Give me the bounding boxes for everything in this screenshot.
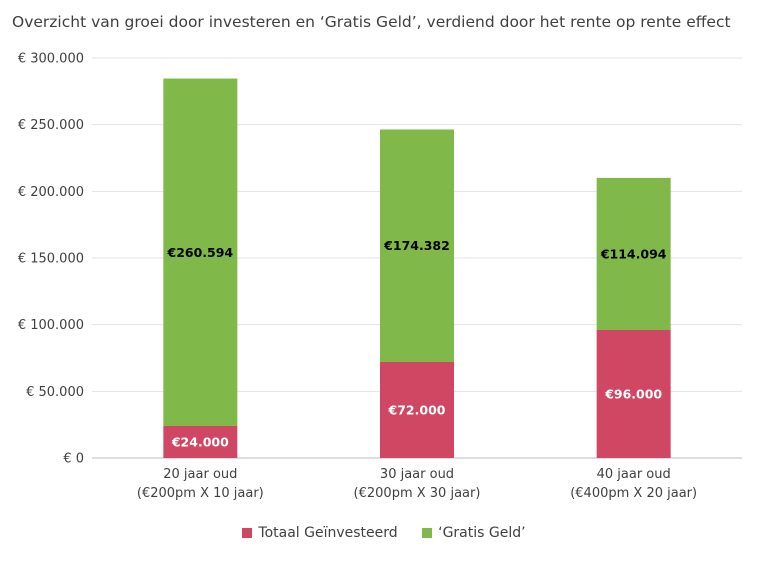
legend-label-free-money: ‘Gratis Geld’ [438,525,526,541]
bar-segment-invested [596,330,671,458]
y-tick-label: € 150.000 [18,252,84,267]
y-tick-label: € 0 [63,452,84,467]
bar-segment-invested [380,362,454,458]
x-category-label: (€400pm X 20 jaar) [570,486,697,501]
bar-segment-free-money [163,78,238,427]
y-tick-label: € 250.000 [18,118,84,133]
chart-title: Overzicht van groei door investeren en ‘… [12,13,731,31]
x-category-label: 20 jaar oud [163,467,237,482]
legend-swatch-invested [242,528,253,538]
y-tick-label: € 100.000 [18,318,84,333]
legend-swatch-free-money [422,528,433,538]
x-category-label: (€200pm X 10 jaar) [137,486,264,501]
x-category-label: 30 jaar oud [380,467,454,482]
legend: Totaal Geïnvesteerd ‘Gratis Geld’ [0,525,768,542]
legend-label-invested: Totaal Geïnvesteerd [258,525,398,541]
y-tick-label: € 50.000 [26,385,84,400]
data-label-invested: €72.000 [388,403,446,418]
bar-segment-free-money [380,129,454,362]
data-label-free-money: €260.594 [167,245,234,260]
data-label-invested: €96.000 [604,387,662,402]
data-label-free-money: €114.094 [600,246,667,261]
legend-item-free-money: ‘Gratis Geld’ [422,525,526,541]
bar-segment-free-money [596,177,671,330]
data-label-invested: €24.000 [171,435,229,450]
data-label-free-money: €174.382 [383,238,450,253]
bar-segment-invested [163,426,238,458]
legend-item-invested: Totaal Geïnvesteerd [242,525,398,541]
x-category-label: (€200pm X 30 jaar) [354,486,481,501]
y-tick-label: € 300.000 [18,52,84,67]
y-tick-label: € 200.000 [18,185,84,200]
x-category-label: 40 jaar oud [597,467,671,482]
